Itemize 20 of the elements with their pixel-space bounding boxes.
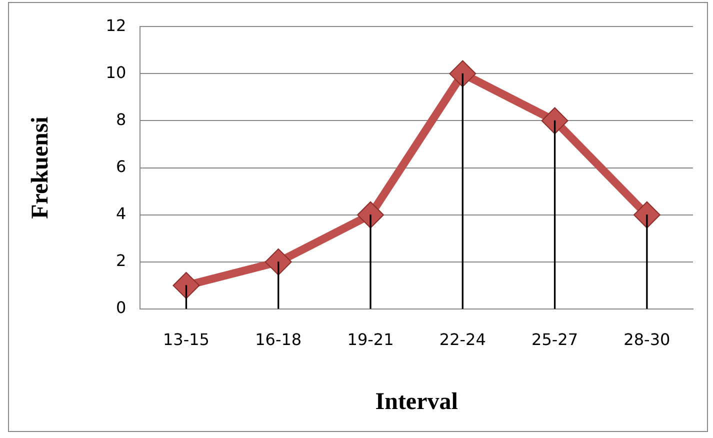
x-tick-label: 13-15 [162,330,210,349]
y-tick-label: 10 [106,62,126,82]
y-tick-label: 8 [116,110,126,129]
y-tick-label: 2 [116,251,126,270]
x-tick-label: 19-21 [347,330,394,349]
y-tick-label: 0 [116,298,126,318]
y-tick-label: 4 [116,204,126,224]
point [541,107,568,134]
y-axis-title: Frekuensi [28,116,54,219]
point [264,248,292,276]
x-tick-label: 16-18 [255,330,302,349]
x-tick-label: 25-27 [532,330,578,349]
x-tick-label: 22-24 [439,330,486,349]
x-tick-label: 28-30 [624,330,670,349]
point [449,60,476,88]
x-axis-title: Interval [375,388,458,415]
y-tick-label: 12 [106,16,126,35]
point [633,201,660,228]
y-tick-label: 6 [116,156,126,176]
point [172,272,200,299]
